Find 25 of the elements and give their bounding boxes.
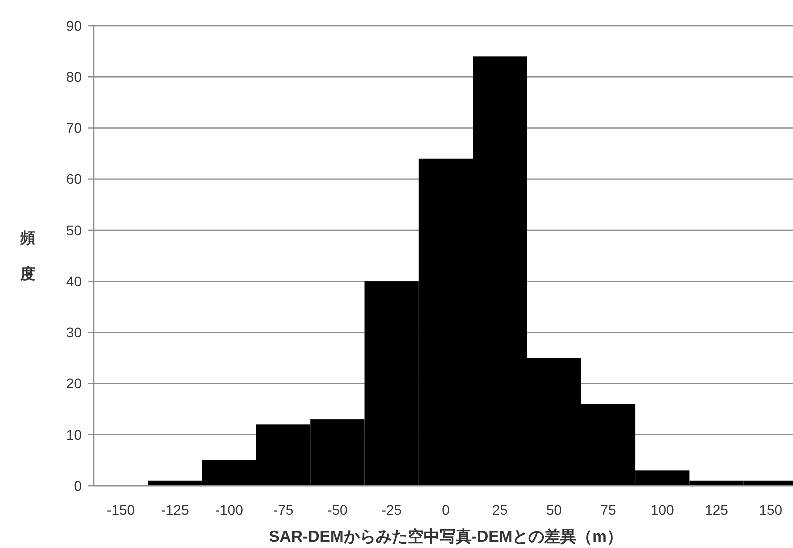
x-tick-label: -50 [328, 502, 348, 518]
y-tick-label: 70 [66, 120, 82, 136]
y-tick-label: 10 [66, 426, 82, 443]
y-tick-label: 40 [66, 273, 82, 290]
x-tick-label: -75 [273, 502, 294, 518]
y-tick-label: 50 [66, 222, 82, 238]
y-tick-label: 0 [74, 478, 82, 494]
y-tick-label: 80 [66, 69, 82, 86]
y-tick-label: 30 [66, 324, 82, 341]
y-tick-label: 20 [66, 376, 82, 392]
x-tick-label: 75 [600, 502, 616, 518]
x-tick-label: 25 [492, 502, 508, 518]
x-tick-label: 125 [705, 502, 729, 518]
x-tick-label: 0 [442, 502, 450, 518]
x-axis-title: SAR-DEMからみた空中写真-DEMとの差異（m） [269, 528, 623, 546]
x-tick-label: 50 [546, 502, 562, 518]
x-tick-label: -25 [382, 502, 402, 518]
y-tick-label: 90 [66, 18, 82, 34]
x-tick-label: -100 [215, 502, 244, 518]
x-tick-label: -150 [107, 502, 136, 518]
text: 頻度 [20, 230, 36, 283]
x-tick-label: 150 [759, 502, 783, 518]
x-tick-label: 100 [650, 502, 675, 518]
x-tick-label: -125 [161, 502, 190, 518]
y-tick-label: 60 [66, 171, 82, 188]
